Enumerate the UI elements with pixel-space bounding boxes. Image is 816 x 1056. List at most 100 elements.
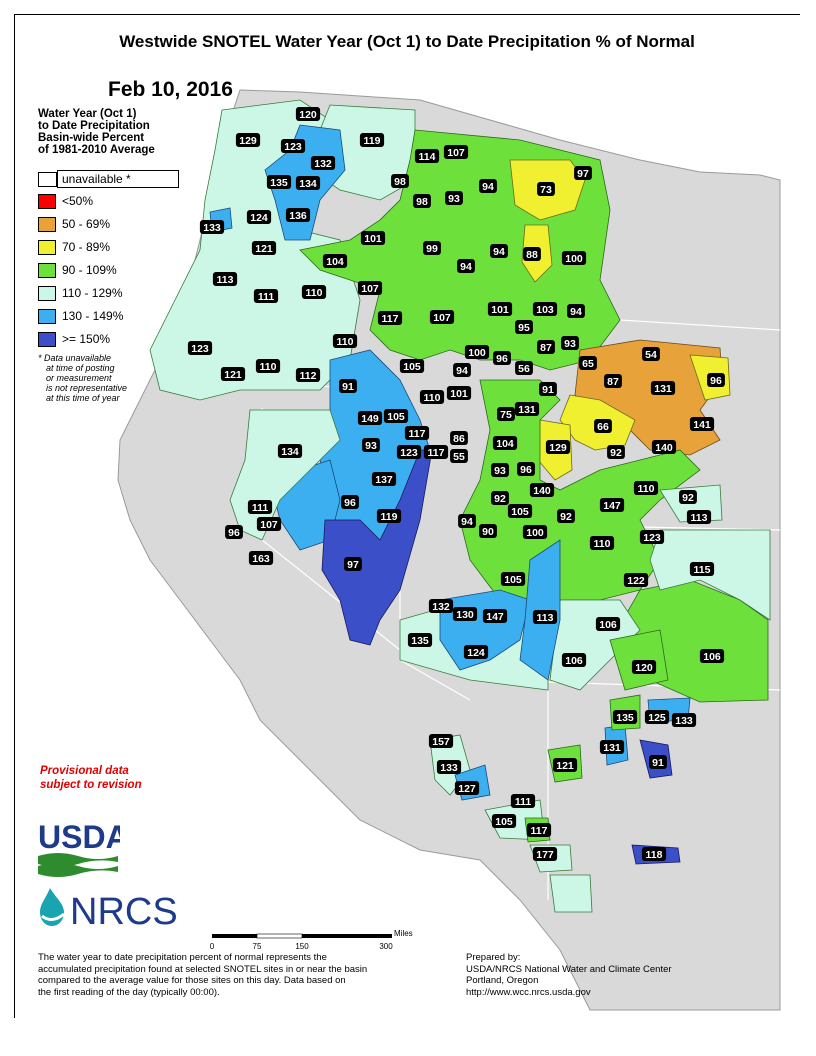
basin-value-label: 88 [523, 247, 541, 261]
basin-value-text: 111 [252, 502, 269, 514]
basin-value-label: 91 [649, 755, 667, 769]
provisional-line: Provisional data [40, 765, 129, 777]
basin-value-label: 123 [187, 341, 213, 355]
basin-value-text: 113 [217, 274, 234, 286]
scale-bar: 0 75 150 300 Miles [210, 929, 413, 951]
basin-value-text: 54 [645, 349, 657, 361]
legend-row: 130 - 149% [38, 307, 123, 325]
basin-value-label: 99 [423, 241, 441, 255]
basin-value-label: 96 [341, 495, 359, 509]
basin-value-label: 87 [604, 374, 622, 388]
basin-value-label: 73 [537, 182, 555, 196]
basin-value-label: 113 [212, 272, 238, 286]
basin-value-label: 135 [407, 633, 433, 647]
basin-value-text: 94 [456, 365, 468, 377]
basin-value-label: 95 [515, 320, 533, 334]
basin-value-text: 131 [603, 742, 621, 754]
basin-value-text: 96 [228, 527, 240, 539]
basin-value-text: 110 [594, 538, 611, 550]
basin-value-text: 123 [284, 141, 302, 153]
legend-row: >= 150% [38, 330, 110, 348]
basin-value-label: 130 [452, 607, 478, 621]
basin-value-text: 110 [638, 483, 655, 495]
legend-swatch [38, 216, 56, 232]
basin-value-text: 147 [603, 500, 621, 512]
legend-row: 70 - 89% [38, 238, 110, 256]
basin-value-label: 96 [517, 462, 535, 476]
basin-value-label: 94 [458, 514, 476, 528]
basin-value-text: 105 [495, 816, 513, 828]
basin-value-label: 94 [479, 179, 497, 193]
basin-value-text: 127 [458, 783, 476, 795]
basin-value-text: 88 [526, 249, 538, 261]
basin-value-label: 133 [436, 760, 462, 774]
basin-value-label: 56 [515, 361, 533, 375]
basin-value-label: 98 [391, 174, 409, 188]
basin-value-text: 122 [627, 575, 645, 587]
legend-title-line: of 1981-2010 Average [38, 144, 155, 156]
basin-value-text: 135 [616, 712, 634, 724]
basin-value-label: 105 [500, 572, 526, 586]
legend-swatch [38, 331, 56, 347]
basin-value-text: 95 [518, 322, 530, 334]
basin-value-text: 137 [375, 474, 393, 486]
basin-value-text: 86 [453, 433, 465, 445]
legend-row: 90 - 109% [38, 261, 117, 279]
basin-value-text: 111 [515, 796, 532, 808]
basin-value-label: 66 [594, 419, 612, 433]
basin-value-label: 115 [689, 562, 715, 576]
basin-value-label: 134 [277, 444, 303, 458]
basin-value-label: 92 [557, 509, 575, 523]
basin-value-text: 92 [560, 511, 572, 523]
scale-tick: 150 [295, 942, 309, 951]
basin-value-text: 134 [299, 178, 317, 190]
basin-value-text: 65 [582, 358, 594, 370]
basin-value-text: 105 [403, 361, 421, 373]
scale-unit: Miles [394, 929, 413, 938]
basin-region-sierra [321, 449, 433, 646]
basin-value-text: 94 [482, 181, 494, 193]
basin-value-label: 149 [357, 411, 383, 425]
basin-value-text: 110 [260, 361, 277, 373]
basin-value-label: 110 [589, 536, 615, 550]
legend-note-line: * Data unavailable [38, 353, 112, 363]
basin-value-label: 93 [491, 463, 509, 477]
legend-swatch [38, 308, 56, 324]
basin-value-label: 132 [428, 599, 454, 613]
basin-value-label: 94 [457, 259, 475, 273]
legend-row-unavailable [38, 170, 63, 188]
provisional-notice: Provisional data subject to revision [40, 764, 142, 792]
basin-value-label: 119 [359, 133, 385, 147]
basin-value-label: 127 [454, 781, 480, 795]
basin-value-label: 125 [644, 710, 670, 724]
basin-value-label: 55 [450, 449, 468, 463]
basin-value-label: 107 [443, 145, 469, 159]
basin-value-label: 93 [445, 191, 463, 205]
basin-value-label: 92 [607, 445, 625, 459]
basin-value-text: 91 [542, 384, 554, 396]
basin-value-label: 96 [707, 373, 725, 387]
basin-value-label: 94 [490, 244, 508, 258]
legend-title: Water Year (Oct 1) to Date Precipitation… [38, 108, 155, 156]
basin-value-text: 125 [648, 712, 666, 724]
legend-title-line: to Date Precipitation [38, 120, 150, 132]
basin-value-text: 111 [258, 291, 275, 303]
footer-line: http://www.wcc.nrcs.usda.gov [466, 986, 591, 998]
basin-value-text: 147 [486, 611, 504, 623]
usda-logo-text: USDA [38, 819, 120, 855]
basin-value-label: 123 [396, 445, 422, 459]
basin-value-label: 96 [493, 351, 511, 365]
basin-value-label: 111 [510, 794, 536, 808]
basin-value-text: 140 [655, 442, 673, 454]
legend-label: <50% [62, 194, 94, 208]
basin-value-text: 94 [570, 306, 582, 318]
basin-value-label: 131 [514, 402, 540, 416]
basin-value-label: 54 [642, 347, 660, 361]
basin-value-text: 124 [250, 212, 268, 224]
basin-value-text: 100 [526, 527, 544, 539]
basin-value-label: 105 [383, 409, 409, 423]
basin-value-text: 130 [456, 609, 474, 621]
basin-value-label: 105 [491, 814, 517, 828]
legend-row: 110 - 129% [38, 284, 123, 302]
legend-note-line: is not representative [46, 383, 128, 393]
